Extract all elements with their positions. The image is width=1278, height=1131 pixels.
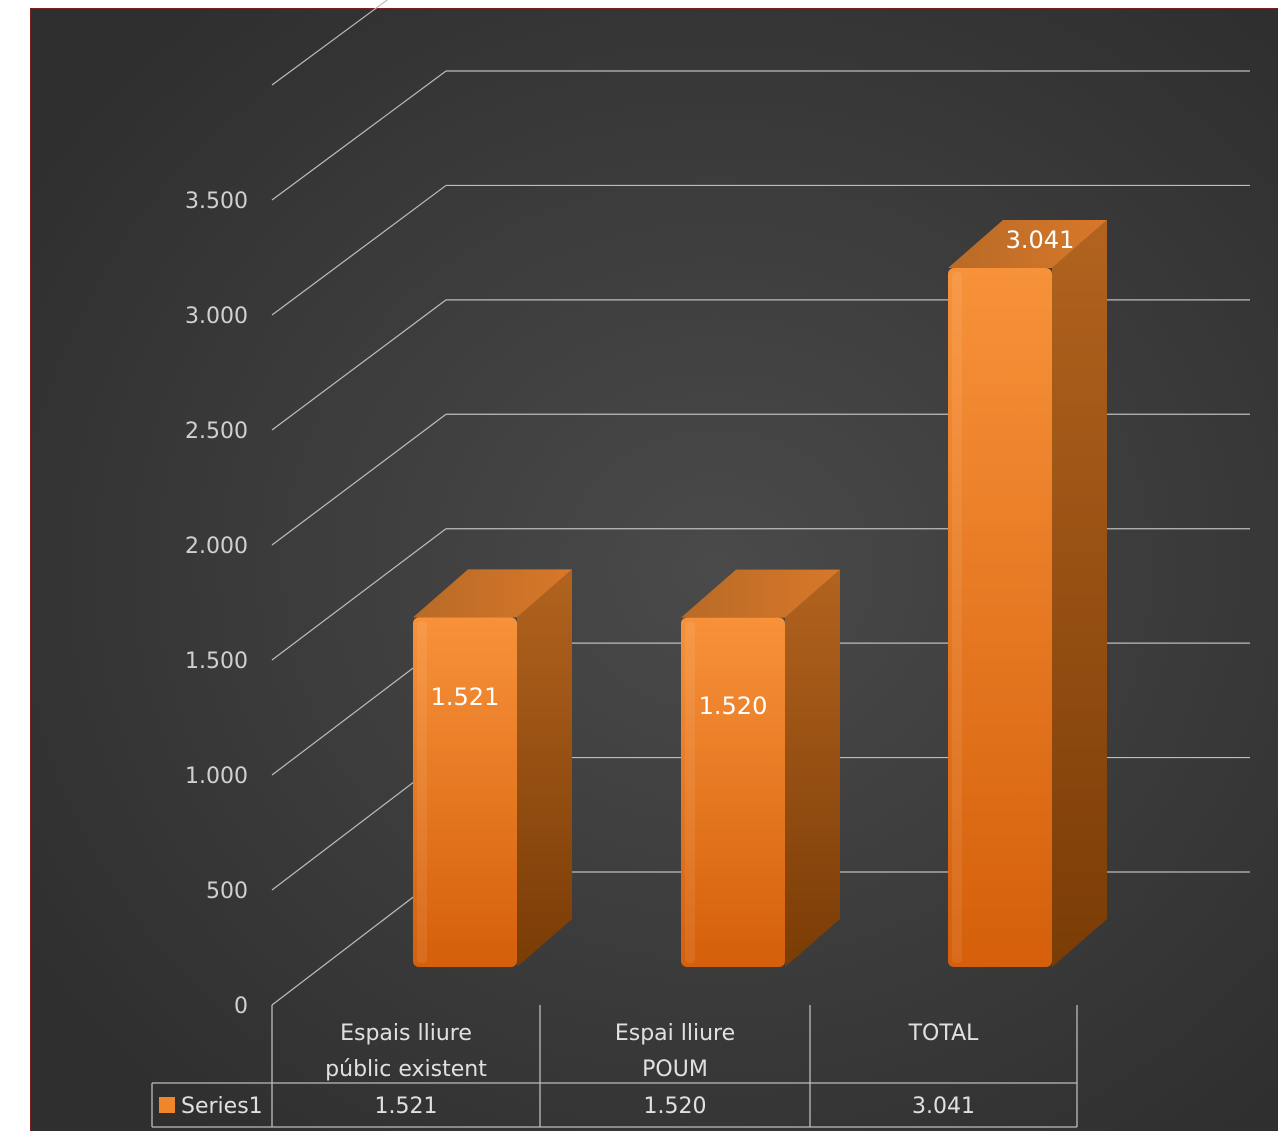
bar xyxy=(948,268,1052,967)
bar xyxy=(681,617,785,967)
bar-highlight xyxy=(417,621,427,963)
gridline-diagonal xyxy=(271,413,447,546)
category-label: POUM xyxy=(642,1057,708,1082)
legend-swatch xyxy=(159,1097,175,1113)
bar-top xyxy=(948,220,1107,268)
table-value: 1.521 xyxy=(375,1094,438,1119)
data-table: Espais lliure públic existent 1.521 Espai l… xyxy=(151,1005,1078,1128)
data-label: 1.521 xyxy=(431,683,500,711)
bar-highlight xyxy=(952,272,962,963)
table-value: 1.520 xyxy=(644,1094,707,1119)
y-axis-ticks: 0 500 1.000 1.500 2.000 2.500 3.000 3.500 xyxy=(185,189,248,1019)
category-label: públic existent xyxy=(325,1057,487,1082)
bar-side xyxy=(1052,220,1107,967)
gridline-diagonal xyxy=(271,184,447,316)
gridline-diagonal xyxy=(271,299,447,431)
bar-top xyxy=(681,569,840,618)
table-value: 3.041 xyxy=(912,1094,975,1119)
data-label: 3.041 xyxy=(1006,226,1075,254)
category-label: TOTAL xyxy=(908,1021,980,1046)
category-label: Espai lliure xyxy=(615,1021,735,1046)
gridline-diagonal xyxy=(271,70,447,201)
y-tick-label: 2.500 xyxy=(185,419,248,444)
y-tick-label: 3.000 xyxy=(185,304,248,329)
y-tick-label: 3.500 xyxy=(185,189,248,214)
legend-series-name: Series1 xyxy=(181,1094,263,1119)
bar-top xyxy=(413,569,572,618)
bar-side xyxy=(785,569,840,967)
y-tick-label: 1.000 xyxy=(185,764,248,789)
bars xyxy=(413,220,1107,967)
gridline-diagonal xyxy=(271,528,447,661)
gridline-diagonal xyxy=(271,0,389,86)
bar xyxy=(413,617,517,967)
y-tick-label: 1.500 xyxy=(185,649,248,674)
category-label: Espais lliure xyxy=(340,1021,472,1046)
data-labels: 1.521 1.520 3.041 xyxy=(431,226,1075,720)
y-tick-label: 2.000 xyxy=(185,534,248,559)
data-label: 1.520 xyxy=(699,692,768,720)
y-tick-label: 500 xyxy=(206,879,248,904)
bar-side xyxy=(517,569,572,967)
bar-highlight xyxy=(685,621,695,963)
y-tick-label: 0 xyxy=(234,994,248,1019)
